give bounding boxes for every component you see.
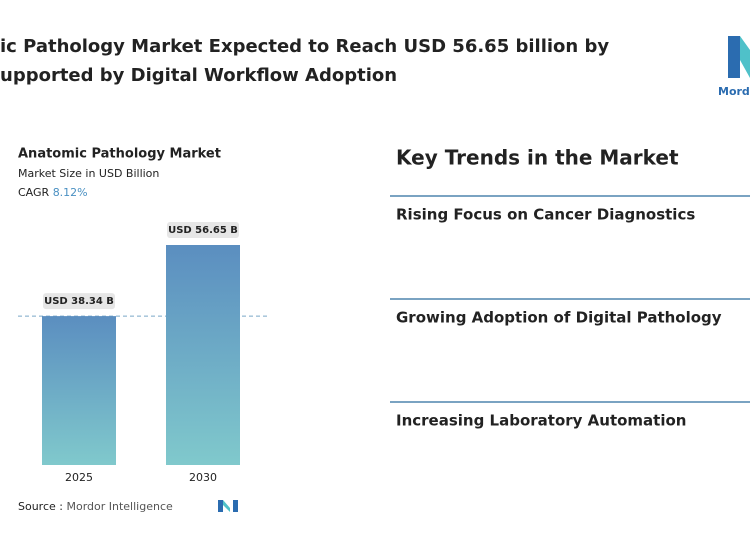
value-label: USD 56.65 B <box>168 225 238 236</box>
small-logo <box>218 500 238 512</box>
x-tick-label: 2030 <box>189 471 217 484</box>
trend-item: Growing Adoption of Digital Pathology <box>396 309 722 327</box>
chart-subtitle: Market Size in USD Billion <box>18 167 159 180</box>
value-label-box <box>43 293 115 310</box>
value-label: USD 38.34 B <box>44 296 114 307</box>
source: Source : Mordor Intelligence <box>18 500 173 513</box>
bar-chart: USD 38.34 B 2025 USD 56.65 B 2030 <box>18 222 268 484</box>
cagr-value: 8.12% <box>53 186 88 199</box>
source-label: Source : <box>18 500 63 513</box>
trend-item: Rising Focus on Cancer Diagnostics <box>396 206 695 224</box>
source-text: Mordor Intelligence <box>66 500 173 513</box>
chart-title: Anatomic Pathology Market <box>18 147 221 162</box>
trends-heading: Key Trends in the Market <box>396 146 679 170</box>
page-title: upported by Digital Workflow Adoption <box>0 65 397 86</box>
page-title: ic Pathology Market Expected to Reach US… <box>0 36 609 57</box>
cagr: CAGR 8.12% <box>18 186 88 199</box>
bar <box>166 245 240 465</box>
bar <box>42 316 116 465</box>
logo-text: Mordo <box>718 85 750 98</box>
trends-list: Rising Focus on Cancer Diagnostics Growin… <box>390 195 750 430</box>
x-tick-label: 2025 <box>65 471 93 484</box>
value-label-box <box>167 222 239 238</box>
cagr-label: CAGR <box>18 186 50 199</box>
trend-item: Increasing Laboratory Automation <box>396 412 686 430</box>
logo: Mordo <box>718 36 750 98</box>
